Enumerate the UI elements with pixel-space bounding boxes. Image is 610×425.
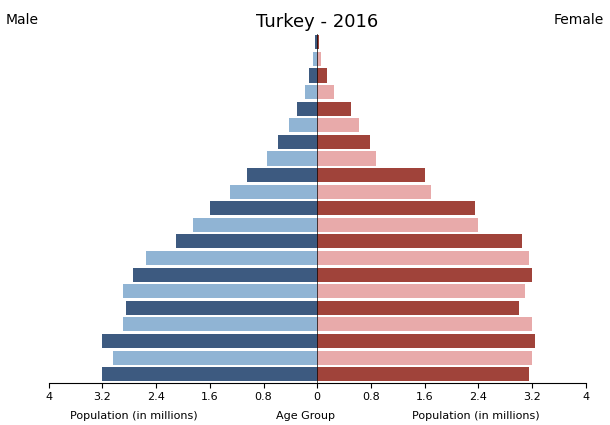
Bar [317,151,376,165]
Bar [317,184,431,199]
Bar [230,184,317,199]
Bar [146,251,317,265]
Bar [317,168,425,182]
Text: Male: Male [6,13,39,27]
Bar [102,334,317,348]
Bar [317,35,318,49]
Bar [317,85,334,99]
Bar [210,201,317,215]
Bar [123,317,317,332]
Bar [315,35,317,49]
Bar [246,168,317,182]
Bar [317,135,370,149]
Bar [133,268,317,282]
Bar [317,317,532,332]
Bar [317,301,518,315]
Bar [113,351,317,365]
Bar [102,367,317,381]
Bar [317,118,359,132]
Bar [317,334,536,348]
Title: Turkey - 2016: Turkey - 2016 [256,13,378,31]
Bar [317,201,475,215]
Bar [123,284,317,298]
Text: Population (in millions): Population (in millions) [70,411,198,421]
Text: Age Group: Age Group [276,411,334,421]
Bar [313,52,317,66]
Bar [305,85,317,99]
Bar [317,351,532,365]
Bar [176,235,317,249]
Bar [317,268,532,282]
Bar [126,301,317,315]
Bar [267,151,317,165]
Text: Female: Female [554,13,604,27]
Bar [317,68,328,82]
Text: Population (in millions): Population (in millions) [412,411,540,421]
Bar [193,218,317,232]
Bar [317,102,351,116]
Bar [317,218,478,232]
Bar [317,367,528,381]
Bar [278,135,317,149]
Bar [317,235,522,249]
Bar [297,102,317,116]
Bar [317,284,525,298]
Bar [317,52,321,66]
Bar [317,251,528,265]
Bar [309,68,317,82]
Bar [289,118,317,132]
